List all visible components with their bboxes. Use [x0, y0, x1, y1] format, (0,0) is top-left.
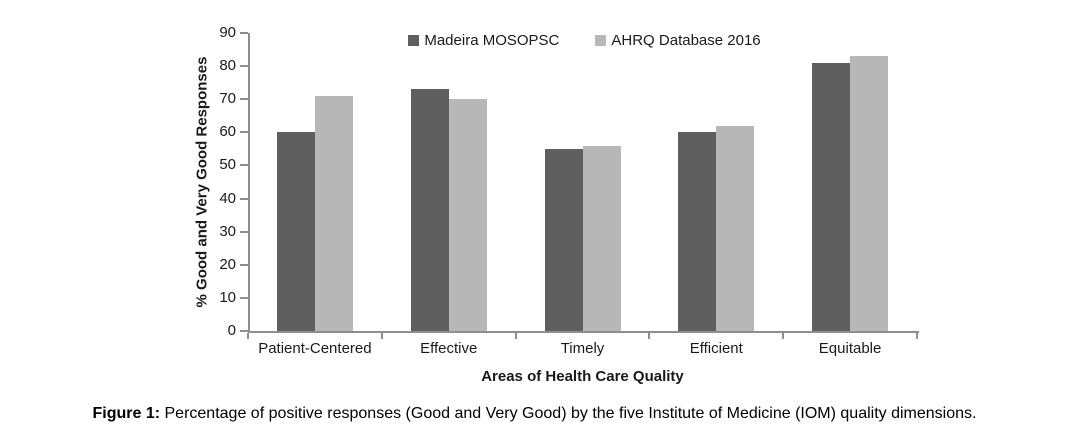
x-tick: [380, 333, 383, 339]
bar-ahrq-database-2016: [582, 145, 621, 331]
y-tick-label: 80: [219, 57, 236, 75]
figure-caption: Figure 1: Percentage of positive respons…: [0, 405, 1069, 423]
y-tick-label: 90: [219, 24, 236, 41]
category-label: Timely: [560, 340, 605, 357]
bar-ahrq-database-2016: [850, 56, 889, 331]
x-tick: [514, 333, 517, 339]
y-tick: [240, 230, 248, 233]
x-tick: [247, 333, 249, 339]
y-tick: [240, 263, 248, 266]
x-tick: [782, 333, 785, 339]
category-label: Patient-Centered: [258, 340, 372, 357]
legend-entry: Madeira MOSOPSC: [408, 32, 559, 49]
y-tick: [240, 32, 248, 34]
bar-madeira-mosopsc: [678, 132, 717, 331]
bar-ahrq-database-2016: [314, 95, 353, 331]
x-axis-title: Areas of Health Care Quality: [481, 368, 684, 385]
y-tick: [240, 330, 248, 332]
bar-madeira-mosopsc: [276, 132, 315, 331]
y-tick: [240, 98, 248, 101]
y-tick: [240, 164, 248, 167]
legend-marker-icon: [408, 34, 420, 46]
bar-ahrq-database-2016: [448, 99, 487, 331]
y-tick: [240, 296, 248, 299]
y-tick-label: 40: [219, 189, 236, 207]
y-tick-label: 10: [219, 288, 236, 306]
legend: Madeira MOSOPSC AHRQ Database 2016: [250, 31, 919, 49]
bar-madeira-mosopsc: [410, 89, 449, 331]
y-tick-label: 70: [219, 90, 236, 108]
legend-marker-icon: [595, 34, 607, 46]
y-tick-label: 0: [227, 322, 236, 339]
x-tick: [648, 333, 651, 339]
plot-area: Madeira MOSOPSC AHRQ Database 2016: [248, 31, 919, 333]
category-label: Equitable: [818, 340, 882, 357]
figure-caption-text: Percentage of positive responses (Good a…: [160, 405, 977, 422]
y-tick-label: 50: [219, 156, 236, 174]
y-tick: [240, 65, 248, 68]
legend-entry: AHRQ Database 2016: [595, 31, 761, 49]
legend-label: AHRQ Database 2016: [611, 31, 761, 49]
y-tick-label: 20: [219, 255, 236, 273]
category-label: Effective: [420, 340, 478, 357]
y-tick: [240, 197, 248, 200]
bar-madeira-mosopsc: [812, 62, 851, 331]
y-tick-label: 30: [219, 222, 236, 240]
bar-ahrq-database-2016: [716, 125, 755, 331]
category-label: Efficient: [689, 340, 743, 357]
bar-madeira-mosopsc: [544, 148, 583, 331]
figure-caption-label: Figure 1:: [92, 405, 161, 422]
x-tick: [916, 333, 918, 339]
y-tick: [240, 131, 248, 134]
y-tick-label: 60: [219, 123, 236, 141]
legend-label: Madeira MOSOPSC: [424, 31, 560, 49]
